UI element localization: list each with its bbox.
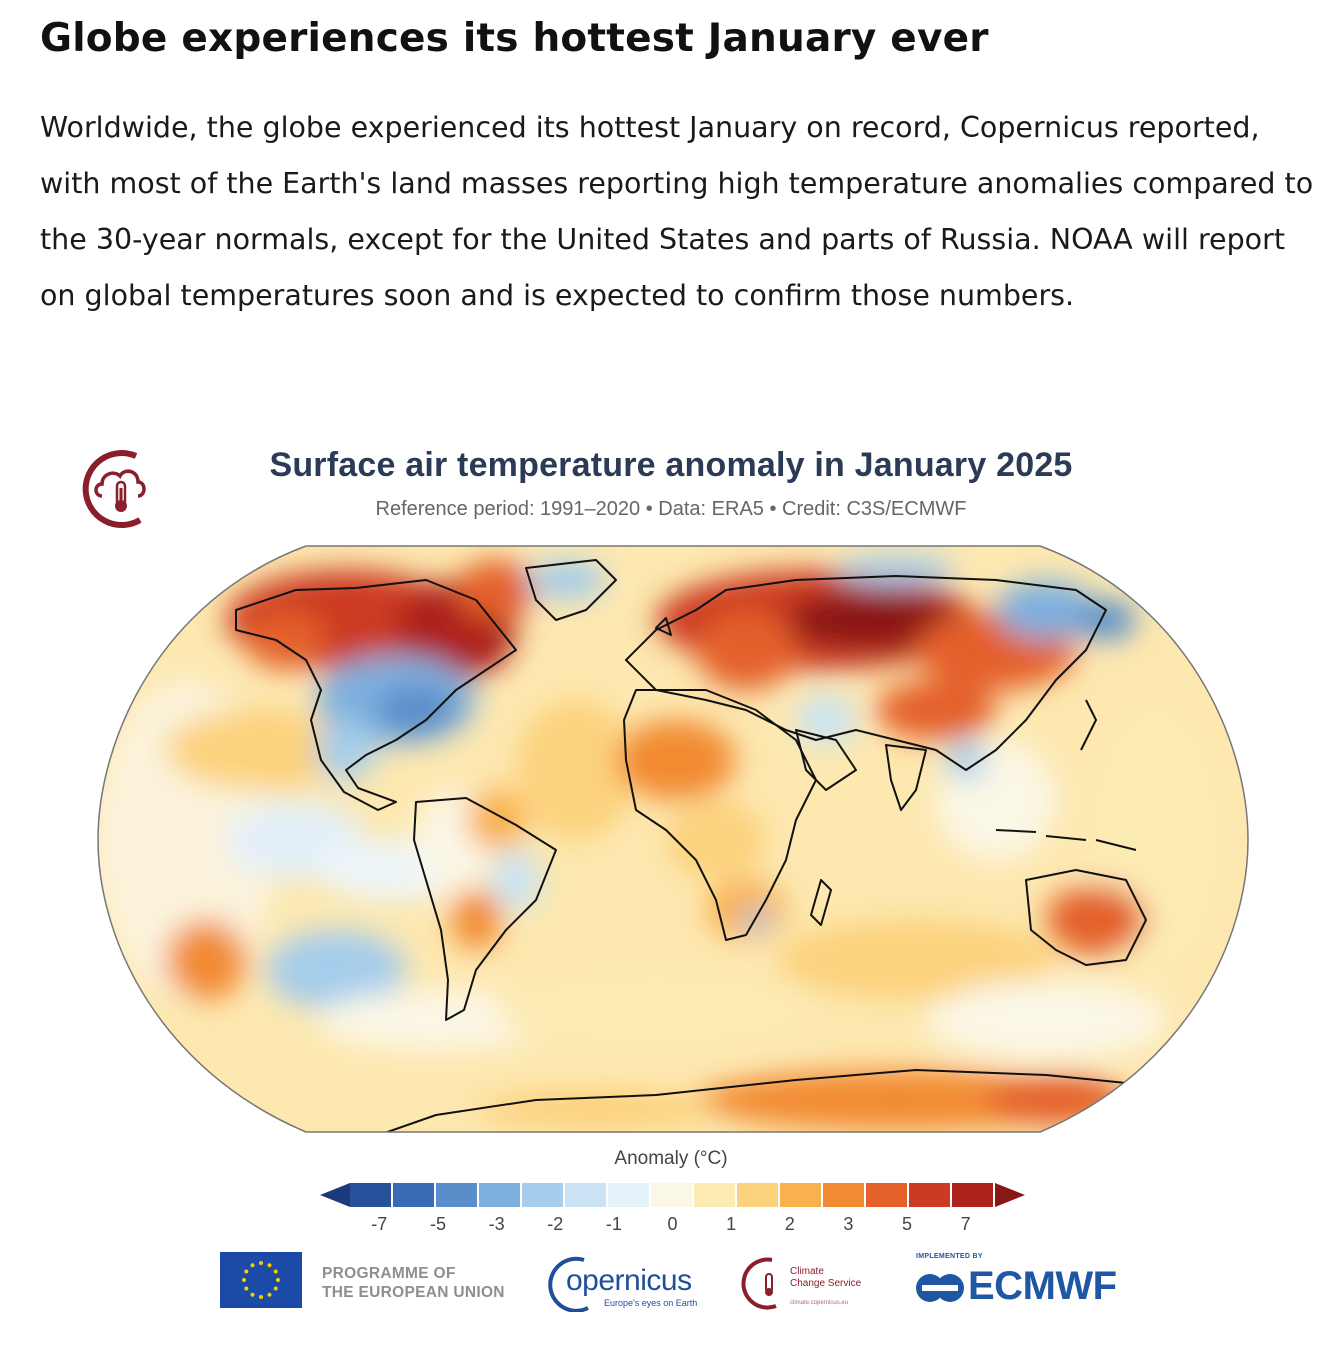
colorbar-tick-label: 2 (784, 1214, 795, 1234)
ccs-line-1: Climate (790, 1266, 824, 1277)
colorbar-swatch (522, 1183, 563, 1207)
ecmwf-implemented-label: IMPLEMENTED BY (916, 1253, 983, 1260)
copernicus-wordmark: opernicus (566, 1264, 692, 1297)
colorbar-swatch (737, 1183, 778, 1207)
colorbar-tick-label: -7 (371, 1214, 388, 1234)
eu-star (244, 1286, 249, 1291)
colorbar-swatch (565, 1183, 606, 1207)
eu-line-2: THE EUROPEAN UNION (322, 1284, 505, 1301)
colorbar-tick-label: 1 (726, 1214, 737, 1234)
eu-star (273, 1269, 278, 1274)
anomaly-colorbar (320, 1183, 1025, 1207)
colorbar-swatch (479, 1183, 520, 1207)
colorbar-swatch (694, 1183, 735, 1207)
ecmwf-wordmark: ECMWF (968, 1264, 1117, 1308)
ccs-label: Climate Change Service (790, 1266, 861, 1290)
eu-star (273, 1286, 278, 1291)
colorbar-swatch (350, 1183, 391, 1207)
colorbar-arrow-low (320, 1183, 350, 1207)
colorbar-swatch (608, 1183, 649, 1207)
colorbar-tick-label: -5 (429, 1214, 446, 1234)
eu-star (250, 1263, 255, 1268)
colorbar-swatch (952, 1183, 993, 1207)
colorbar-tick-label: 0 (667, 1214, 678, 1234)
colorbar-arrow-high (995, 1183, 1025, 1207)
colorbar-swatch (823, 1183, 864, 1207)
colorbar-swatch (436, 1183, 477, 1207)
eu-star (259, 1295, 263, 1299)
colorbar-tick-label: -2 (547, 1214, 564, 1234)
ecmwf-logo-icon (916, 1274, 964, 1302)
figure-subtitle: Reference period: 1991–2020 • Data: ERA5… (375, 498, 967, 520)
temperature-anomaly-map (97, 545, 1249, 1133)
colorbar-swatch (651, 1183, 692, 1207)
eu-line-1: PROGRAMME OF (322, 1265, 456, 1282)
copernicus-logo-icon (548, 1256, 589, 1312)
eu-programme-text: PROGRAMME OF THE EUROPEAN UNION (322, 1264, 505, 1302)
eu-star (244, 1269, 249, 1274)
colorbar-tick-label: 3 (843, 1214, 854, 1234)
article-paragraph: Worldwide, the globe experienced its hot… (40, 111, 1314, 312)
c3s-thermometer-logo-icon (82, 450, 146, 529)
ccs-line-2: Change Service (790, 1278, 862, 1289)
eu-star (267, 1292, 272, 1297)
eu-star (259, 1261, 263, 1265)
eu-flag-icon (220, 1252, 302, 1308)
colorbar-title: Anomaly (°C) (614, 1148, 728, 1169)
eu-star (250, 1292, 255, 1297)
eu-star (267, 1263, 272, 1268)
colorbar-swatch (780, 1183, 821, 1207)
eu-star (276, 1278, 280, 1282)
colorbar-tick-label: 7 (960, 1214, 971, 1234)
colorbar-swatch (393, 1183, 434, 1207)
climate-change-service-logo-icon (741, 1257, 777, 1310)
copernicus-tagline: Europe's eyes on Earth (604, 1298, 698, 1308)
article-headline: Globe experiences its hottest January ev… (40, 16, 989, 61)
ccs-url: climate.copernicus.eu (790, 1300, 849, 1306)
colorbar-ticks: -7 -5 -3 -2 -1 0 1 2 3 5 7 (320, 1212, 1025, 1238)
colorbar-tick-label: -3 (488, 1214, 505, 1234)
colorbar-tick-label: 5 (902, 1214, 913, 1234)
colorbar-swatch (866, 1183, 907, 1207)
colorbar-tick-label: -1 (605, 1214, 622, 1234)
colorbar-swatch (909, 1183, 950, 1207)
eu-star (242, 1278, 246, 1282)
figure-title: Surface air temperature anomaly in Janua… (269, 446, 1073, 484)
